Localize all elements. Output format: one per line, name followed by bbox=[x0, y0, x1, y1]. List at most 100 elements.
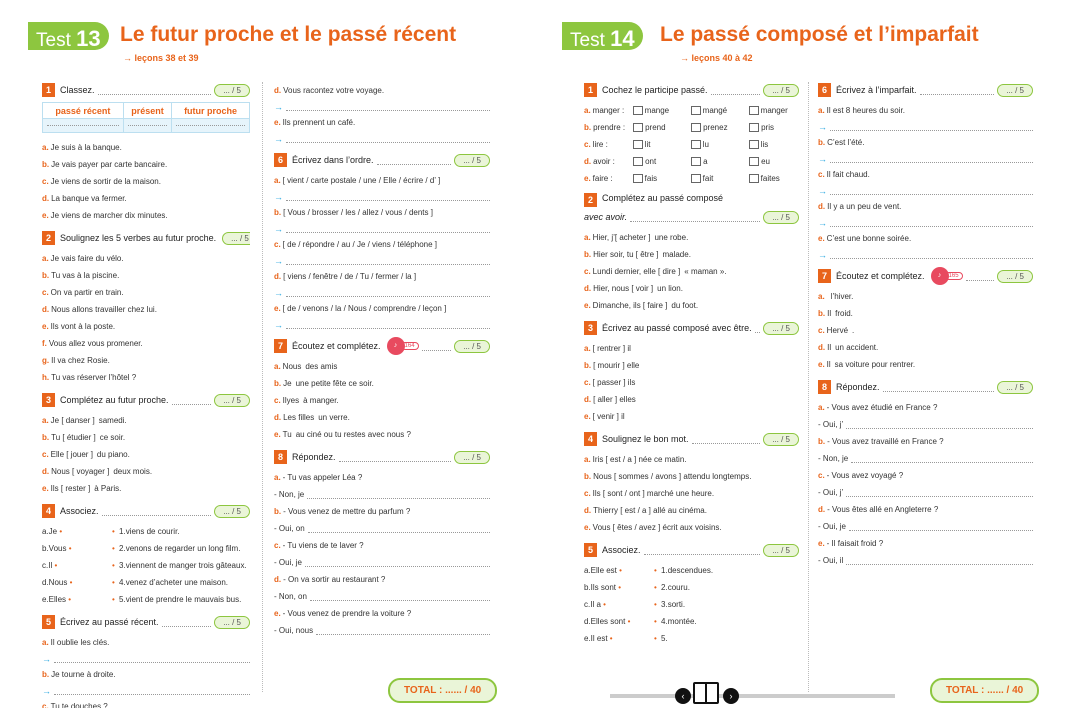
checkbox[interactable] bbox=[691, 157, 702, 167]
answer-row[interactable]: - Oui, j’ bbox=[818, 484, 1033, 501]
exercise-item[interactable]: e. faire : fais fait faites bbox=[584, 170, 799, 187]
answer-line[interactable] bbox=[830, 123, 1033, 131]
exercise-item[interactable]: d. avoir : ont a eu bbox=[584, 153, 799, 170]
exercise-item[interactable]: d. Il y a un peu de vent. bbox=[818, 198, 1033, 215]
answer-line[interactable] bbox=[286, 193, 490, 201]
assoc-left[interactable]: a.Je • bbox=[42, 523, 112, 540]
exercise-item[interactable]: a. Hier, j’[ acheter ] une robe. bbox=[584, 229, 799, 246]
prev-page-button[interactable]: ‹ bbox=[675, 688, 691, 704]
answer-line[interactable] bbox=[309, 593, 490, 601]
answer-line[interactable] bbox=[307, 525, 490, 533]
exercise-item[interactable]: b. Tu vas à la piscine. bbox=[42, 267, 250, 284]
answer-line[interactable] bbox=[830, 155, 1033, 163]
answer-row[interactable]: → bbox=[274, 285, 490, 300]
assoc-left[interactable]: e.Elles • bbox=[42, 591, 112, 608]
checkbox-option[interactable]: fais bbox=[632, 170, 691, 187]
answer-row[interactable]: → bbox=[818, 119, 1033, 134]
assoc-right[interactable]: • 3.sorti. bbox=[654, 596, 799, 613]
exercise-item[interactable]: e. Ils prennent un café. bbox=[274, 114, 490, 131]
exercise-item[interactable]: c. Elle [ jouer ] du piano. bbox=[42, 446, 250, 463]
exercise-item[interactable]: d. Nous allons travailler chez lui. bbox=[42, 301, 250, 318]
exercise-item[interactable]: d. Les filles un verre. bbox=[274, 409, 490, 426]
assoc-left[interactable]: c.Il • bbox=[42, 557, 112, 574]
exercise-item[interactable]: c. Je viens de sortir de la maison. bbox=[42, 173, 250, 190]
checkbox-option[interactable]: manger bbox=[748, 102, 799, 119]
exercise-item[interactable]: a. Il oublie les clés. bbox=[42, 634, 250, 651]
answer-row[interactable]: - Oui, on bbox=[274, 520, 490, 537]
answer-line[interactable] bbox=[830, 219, 1033, 227]
answer-line[interactable] bbox=[286, 135, 490, 143]
exercise-item[interactable]: e.[ de / venons / la / Nous / comprendre… bbox=[274, 300, 490, 317]
exercise-item[interactable]: c.[ passer ] ils bbox=[584, 374, 799, 391]
answer-row[interactable]: → bbox=[274, 317, 490, 332]
checkbox[interactable] bbox=[749, 157, 760, 167]
checkbox-option[interactable]: mangé bbox=[690, 102, 749, 119]
association-row[interactable]: e.Elles • • 5.vient de prendre le mauvais… bbox=[42, 591, 250, 608]
association-row[interactable]: d.Nous • • 4.venez d’acheter une maison. bbox=[42, 574, 250, 591]
exercise-item[interactable]: d. Nous [ voyager ] deux mois. bbox=[42, 463, 250, 480]
assoc-left[interactable]: b.Ils sont • bbox=[584, 579, 654, 596]
answer-row[interactable]: → bbox=[274, 221, 490, 236]
checkbox[interactable] bbox=[633, 157, 644, 167]
checkbox[interactable] bbox=[690, 106, 701, 116]
answer-row[interactable]: → bbox=[818, 247, 1033, 262]
checkbox[interactable] bbox=[749, 123, 760, 133]
exercise-item[interactable]: a. Nous des amis bbox=[274, 358, 490, 375]
checkbox[interactable] bbox=[632, 174, 643, 184]
assoc-right[interactable]: • 1.descendues. bbox=[654, 562, 799, 579]
checkbox-option[interactable]: prend bbox=[633, 119, 691, 136]
checkbox[interactable] bbox=[691, 123, 702, 133]
exercise-item[interactable]: c. Il fait chaud. bbox=[818, 166, 1033, 183]
exercise-item[interactable]: g. Il va chez Rosie. bbox=[42, 352, 250, 369]
exercise-item[interactable]: b. C’est l’été. bbox=[818, 134, 1033, 151]
exercise-item[interactable]: e. Ils [ rester ] à Paris. bbox=[42, 480, 250, 497]
answer-row[interactable]: - Oui, il bbox=[818, 552, 1033, 569]
association-row[interactable]: c.Il a • • 3.sorti. bbox=[584, 596, 799, 613]
audio-icon[interactable]: ♪ bbox=[386, 337, 405, 355]
exercise-item[interactable]: f. Vous allez vous promener. bbox=[42, 335, 250, 352]
checkbox-option[interactable]: faites bbox=[748, 170, 799, 187]
checkbox-option[interactable]: eu bbox=[749, 153, 799, 170]
answer-cell[interactable] bbox=[42, 118, 124, 133]
exercise-item[interactable]: a. Iris [ est / a ] née ce matin. bbox=[584, 451, 799, 468]
exercise-item[interactable]: a. Je [ danser ] samedi. bbox=[42, 412, 250, 429]
exercise-item[interactable]: c. Lundi dernier, elle [ dire ] « maman ». bbox=[584, 263, 799, 280]
answer-line[interactable] bbox=[307, 491, 490, 499]
association-row[interactable]: a.Elle est • • 1.descendues. bbox=[584, 562, 799, 579]
association-row[interactable]: e.Il est • • 5. bbox=[584, 630, 799, 647]
checkbox-option[interactable]: fait bbox=[690, 170, 749, 187]
exercise-item[interactable]: b.[ Vous / brosser / les / allez / vous … bbox=[274, 204, 490, 221]
exercise-item[interactable]: e. Tu au ciné ou tu restes avec nous ? bbox=[274, 426, 490, 443]
assoc-left[interactable]: e.Il est • bbox=[584, 630, 654, 647]
answer-line[interactable] bbox=[830, 187, 1033, 195]
checkbox[interactable] bbox=[690, 174, 701, 184]
assoc-right[interactable]: • 2.couru. bbox=[654, 579, 799, 596]
answer-line[interactable] bbox=[54, 687, 250, 695]
association-row[interactable]: b.Vous • • 2.venons de regarder un long f… bbox=[42, 540, 250, 557]
checkbox-option[interactable]: lu bbox=[690, 136, 749, 153]
answer-row[interactable]: - Oui, je bbox=[818, 518, 1033, 535]
book-icon[interactable] bbox=[693, 682, 719, 704]
answer-line[interactable] bbox=[851, 455, 1033, 463]
assoc-right[interactable]: • 1.viens de courir. bbox=[112, 523, 250, 540]
answer-line[interactable] bbox=[286, 103, 490, 111]
assoc-left[interactable]: a.Elle est • bbox=[584, 562, 654, 579]
answer-row[interactable]: → bbox=[818, 215, 1033, 230]
exercise-item[interactable]: e. Vous [ êtes / avez ] écrit aux voisins… bbox=[584, 519, 799, 536]
exercise-item[interactable]: a. manger : mange mangé manger bbox=[584, 102, 799, 119]
exercise-item[interactable]: e. Je viens de marcher dix minutes. bbox=[42, 207, 250, 224]
answer-cell[interactable] bbox=[171, 118, 250, 133]
answer-line[interactable] bbox=[846, 421, 1033, 429]
answer-line[interactable] bbox=[54, 655, 250, 663]
answer-row[interactable]: - Non, je bbox=[274, 486, 490, 503]
answer-row[interactable]: - Non, on bbox=[274, 588, 490, 605]
exercise-item[interactable]: a. l’hiver. bbox=[818, 288, 1033, 305]
checkbox[interactable] bbox=[632, 140, 643, 150]
answer-line[interactable] bbox=[286, 257, 490, 265]
next-page-button[interactable]: › bbox=[723, 688, 739, 704]
exercise-item[interactable]: a. Je suis à la banque. bbox=[42, 139, 250, 156]
checkbox[interactable] bbox=[748, 140, 759, 150]
exercise-item[interactable]: d. La banque va fermer. bbox=[42, 190, 250, 207]
page-scrollbar[interactable] bbox=[610, 694, 895, 698]
answer-line[interactable] bbox=[286, 225, 490, 233]
